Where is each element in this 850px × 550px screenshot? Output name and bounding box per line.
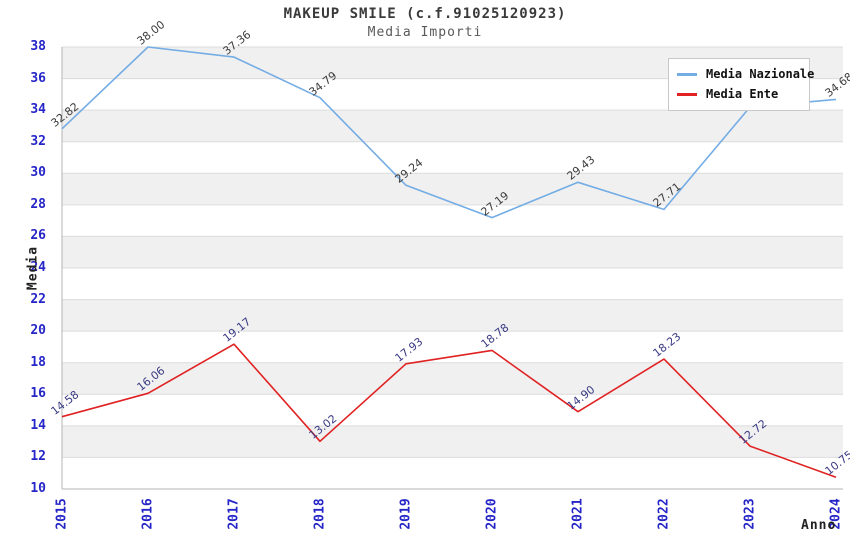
x-tick-label: 2022 — [656, 498, 672, 530]
y-tick-label: 12 — [30, 449, 46, 465]
x-tick-label: 2018 — [312, 498, 328, 530]
y-tick-label: 14 — [30, 417, 46, 433]
y-tick-label: 24 — [30, 260, 46, 275]
y-tick-label: 18 — [30, 354, 46, 370]
x-tick-label: 2017 — [226, 498, 242, 530]
legend-item-nazionale: Media Nazionale — [669, 64, 814, 84]
y-tick-label: 22 — [30, 291, 46, 307]
legend-swatch-nazionale — [677, 72, 697, 76]
legend: Media Nazionale Media Ente — [668, 58, 814, 111]
x-tick-label: 2015 — [54, 498, 70, 530]
x-tick-label: 2019 — [398, 498, 414, 530]
chart-title: MAKEUP SMILE (c.f.91025120923) — [283, 6, 567, 22]
legend-item-ente: Media Ente — [669, 84, 809, 104]
x-axis-title: Anno — [801, 518, 837, 533]
x-tick-label: 2021 — [570, 498, 586, 530]
y-tick-label: 28 — [30, 196, 46, 212]
y-tick-label: 38 — [30, 39, 46, 54]
y-axis-title: Media — [25, 245, 41, 291]
legend-label-ente: Media Ente — [706, 87, 779, 101]
chart-subtitle: Media Importi — [367, 25, 483, 40]
y-tick-label: 36 — [30, 70, 46, 86]
y-tick-label: 32 — [30, 133, 46, 149]
y-tick-label: 20 — [30, 323, 46, 339]
y-tick-label: 34 — [30, 102, 46, 118]
y-tick-label: 30 — [30, 165, 46, 181]
legend-label-nazionale: Media Nazionale — [706, 67, 815, 81]
x-tick-label: 2016 — [140, 498, 156, 530]
y-tick-label: 16 — [30, 386, 46, 402]
y-tick-label: 26 — [30, 228, 46, 244]
x-tick-label: 2023 — [742, 498, 758, 530]
y-tick-label: 10 — [30, 481, 46, 496]
legend-swatch-ente — [677, 92, 697, 96]
x-tick-label: 2020 — [484, 498, 500, 530]
